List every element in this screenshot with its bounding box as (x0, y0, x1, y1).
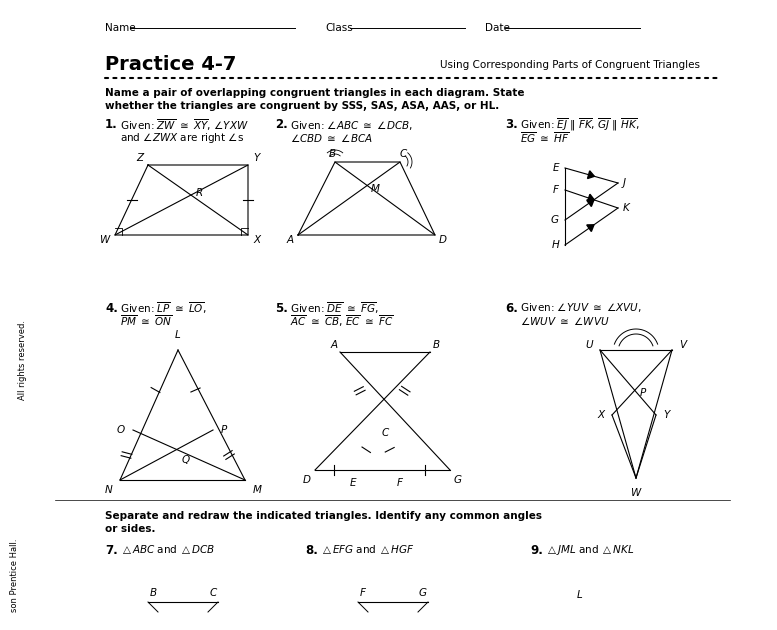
Text: W: W (99, 235, 110, 245)
Text: U: U (585, 340, 593, 350)
Text: Given: $\overline{ZW}$ $\cong$ $\overline{XY}$, $\angle YXW$: Given: $\overline{ZW}$ $\cong$ $\overlin… (120, 117, 249, 133)
Text: Name a pair of overlapping congruent triangles in each diagram. State: Name a pair of overlapping congruent tri… (105, 88, 524, 98)
Text: Date: Date (485, 23, 510, 33)
Text: $\angle CBD$ $\cong$ $\angle BCA$: $\angle CBD$ $\cong$ $\angle BCA$ (290, 132, 373, 144)
Text: V: V (679, 340, 686, 350)
Text: 2.: 2. (275, 118, 287, 132)
Text: 3.: 3. (505, 118, 517, 132)
Text: Name: Name (105, 23, 136, 33)
Text: F: F (553, 185, 559, 195)
Text: All rights reserved.: All rights reserved. (18, 320, 27, 400)
Text: G: G (551, 215, 559, 225)
Text: D: D (439, 235, 447, 245)
Text: H: H (551, 240, 559, 250)
Text: Practice 4-7: Practice 4-7 (105, 55, 236, 74)
Polygon shape (587, 225, 594, 231)
Text: $\triangle ABC$ and $\triangle DCB$: $\triangle ABC$ and $\triangle DCB$ (120, 544, 215, 556)
Text: C: C (382, 428, 389, 437)
Polygon shape (587, 194, 594, 202)
Text: $\triangle JML$ and $\triangle NKL$: $\triangle JML$ and $\triangle NKL$ (545, 543, 635, 557)
Text: X: X (598, 410, 605, 420)
Text: $\overline{PM}$ $\cong$ $\overline{ON}$: $\overline{PM}$ $\cong$ $\overline{ON}$ (120, 314, 172, 328)
Text: K: K (623, 203, 629, 213)
Text: Y: Y (253, 153, 260, 163)
Text: F: F (360, 588, 366, 598)
Text: Using Corresponding Parts of Congruent Triangles: Using Corresponding Parts of Congruent T… (440, 60, 700, 70)
Text: whether the triangles are congruent by SSS, SAS, ASA, AAS, or HL.: whether the triangles are congruent by S… (105, 101, 500, 111)
Text: 6.: 6. (505, 302, 518, 314)
Text: P: P (221, 425, 227, 435)
Text: 7.: 7. (105, 544, 118, 556)
Text: A: A (287, 235, 294, 245)
Text: C: C (399, 149, 406, 159)
Text: D: D (303, 475, 311, 485)
Text: Y: Y (663, 410, 669, 420)
Text: B: B (329, 149, 336, 159)
Text: N: N (104, 485, 112, 495)
Text: $\triangle EFG$ and $\triangle HGF$: $\triangle EFG$ and $\triangle HGF$ (320, 544, 415, 556)
Text: Given: $\angle YUV$ $\cong$ $\angle XVU$,: Given: $\angle YUV$ $\cong$ $\angle XVU$… (520, 302, 642, 314)
Text: J: J (623, 178, 626, 188)
Text: Class: Class (325, 23, 353, 33)
Text: M: M (253, 485, 262, 495)
Text: G: G (419, 588, 427, 598)
Text: X: X (253, 235, 260, 245)
Text: E: E (350, 478, 356, 488)
Text: 8.: 8. (305, 544, 318, 556)
Text: O: O (117, 425, 125, 435)
Text: Given: $\overline{LP}$ $\cong$ $\overline{LO}$,: Given: $\overline{LP}$ $\cong$ $\overlin… (120, 301, 207, 316)
Text: R: R (196, 188, 203, 198)
Text: Q: Q (182, 454, 190, 464)
Text: or sides.: or sides. (105, 524, 155, 534)
Text: 5.: 5. (275, 302, 287, 314)
Text: A: A (330, 340, 337, 350)
Text: M: M (371, 185, 380, 195)
Text: $\overline{EG}$ $\cong$ $\overline{HF}$: $\overline{EG}$ $\cong$ $\overline{HF}$ (520, 130, 570, 146)
Text: E: E (552, 163, 559, 173)
Text: Z: Z (136, 153, 143, 163)
Text: Given: $\overline{DE}$ $\cong$ $\overline{FG}$,: Given: $\overline{DE}$ $\cong$ $\overlin… (290, 301, 379, 316)
Text: W: W (631, 488, 641, 498)
Text: 9.: 9. (530, 544, 543, 556)
Text: G: G (454, 475, 462, 485)
Text: F: F (397, 478, 403, 488)
Text: B: B (149, 588, 156, 598)
Text: Given: $\angle ABC$ $\cong$ $\angle DCB$,: Given: $\angle ABC$ $\cong$ $\angle DCB$… (290, 118, 413, 132)
Text: Separate and redraw the indicated triangles. Identify any common angles: Separate and redraw the indicated triang… (105, 511, 542, 521)
Text: P: P (639, 388, 646, 398)
Polygon shape (587, 200, 594, 207)
Text: and $\angle ZWX$ are right $\angle$s: and $\angle ZWX$ are right $\angle$s (120, 131, 244, 145)
Text: L: L (577, 590, 583, 600)
Text: son Prentice Hall.: son Prentice Hall. (10, 538, 19, 612)
Text: B: B (433, 340, 440, 350)
Text: C: C (209, 588, 217, 598)
Text: $\overline{AC}$ $\cong$ $\overline{CB}$, $\overline{EC}$ $\cong$ $\overline{FC}$: $\overline{AC}$ $\cong$ $\overline{CB}$,… (290, 313, 393, 329)
Text: 1.: 1. (105, 118, 118, 132)
Text: L: L (175, 330, 181, 340)
Polygon shape (587, 171, 594, 178)
Text: Given: $\overline{EJ}$ $\|$ $\overline{FK}$, $\overline{GJ}$ $\|$ $\overline{HK}: Given: $\overline{EJ}$ $\|$ $\overline{F… (520, 117, 639, 134)
Text: 4.: 4. (105, 302, 118, 314)
Text: $\angle WUV$ $\cong$ $\angle WVU$: $\angle WUV$ $\cong$ $\angle WVU$ (520, 315, 610, 327)
